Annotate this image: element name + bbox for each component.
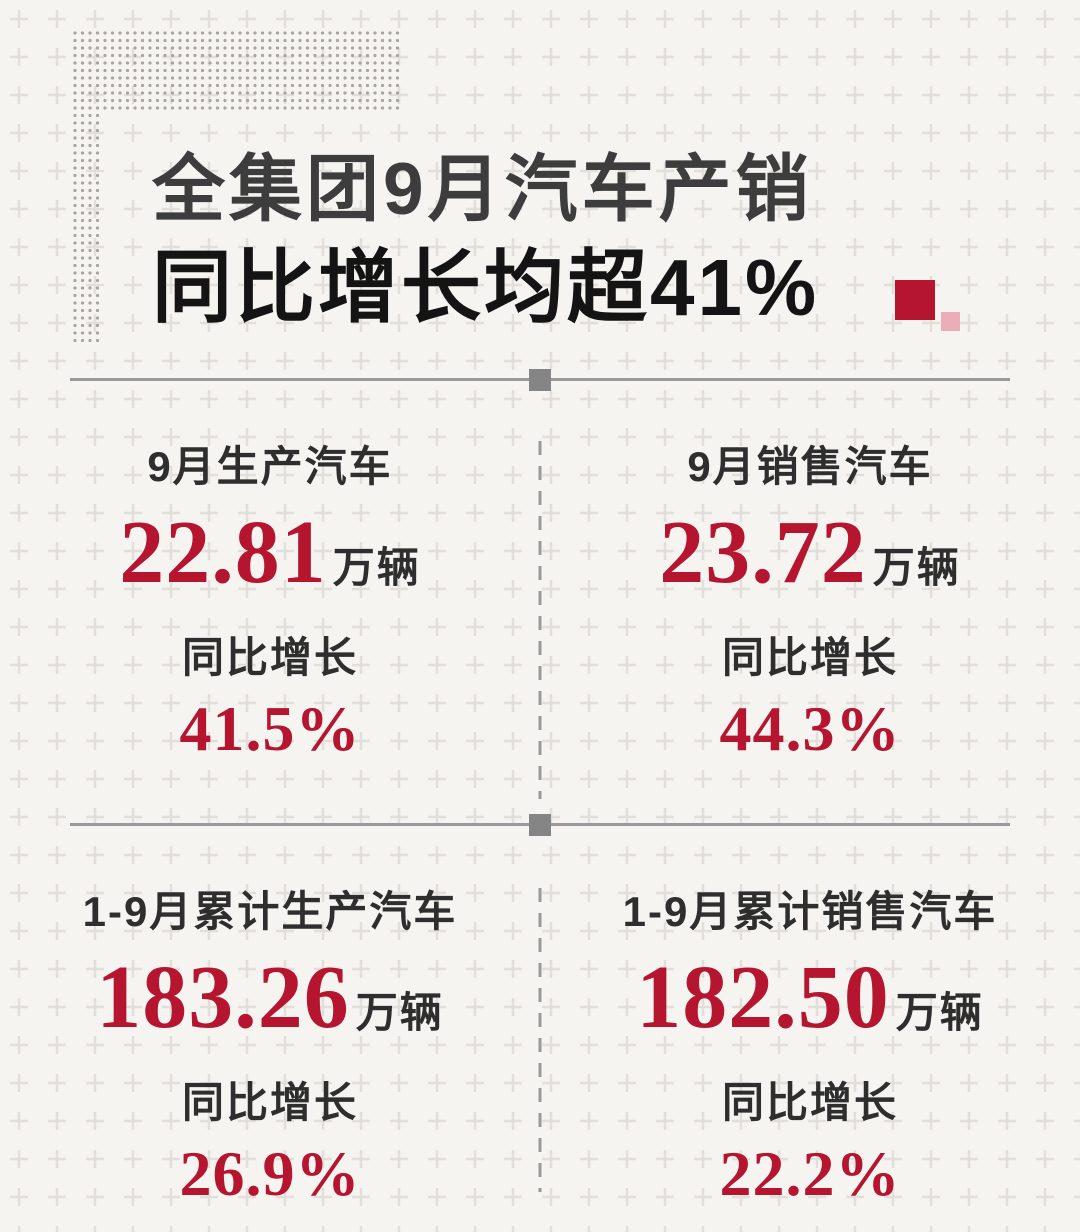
red-square-decor [895,280,936,321]
stat-number: 23.72 [659,503,867,603]
stat-unit: 万辆 [895,989,984,1037]
vertical-dashed-divider [538,441,542,800]
accent-squares-decor [895,270,967,332]
growth-label: 同比增长 [181,1079,358,1127]
dot-pattern-decor-vertical [72,30,102,342]
cumulative-stats-section: 1-9月累计生产汽车 183.26 万辆 同比增长 26.9% 1-9月累计销售… [0,826,1080,1206]
divider-square-icon [529,368,551,391]
stat-label: 1-9月累计销售汽车 [622,888,998,936]
page-title-line2: 同比增长均超41% [152,242,820,332]
dot-pattern-decor-horizontal [72,30,402,112]
stat-card-sep-production: 9月生产汽车 22.81 万辆 同比增长 41.5% [0,433,540,761]
horizontal-divider-top [70,368,1010,391]
divider-square-icon [529,813,551,836]
horizontal-divider-bottom [70,813,1010,836]
growth-label: 同比增长 [721,634,898,682]
stat-value: 22.81 万辆 [0,508,540,598]
growth-label: 同比增长 [181,634,358,682]
header: 全集团9月汽车产销 同比增长均超41% [0,0,1080,332]
page-title-line1: 全集团9月汽车产销 [152,149,813,230]
stat-number: 22.81 [119,503,327,603]
stat-unit: 万辆 [872,544,961,592]
growth-value: 26.9% [179,1138,361,1210]
pink-square-decor [941,312,961,332]
stat-number: 183.26 [96,948,350,1048]
stat-unit: 万辆 [355,989,444,1037]
growth-value: 22.2% [719,1138,901,1210]
stat-label: 9月生产汽车 [147,443,393,491]
stat-value: 23.72 万辆 [540,508,1080,598]
growth-value: 44.3% [719,693,901,765]
growth-value: 41.5% [179,693,361,765]
monthly-stats-section: 9月生产汽车 22.81 万辆 同比增长 41.5% 9月销售汽车 23.72 … [0,381,1080,800]
vertical-dashed-divider [538,888,542,1193]
title-line2-row: 同比增长均超41% [152,243,1080,333]
stat-unit: 万辆 [332,544,421,592]
stat-value: 183.26 万辆 [0,953,540,1043]
stat-card-ytd-production: 1-9月累计生产汽车 183.26 万辆 同比增长 26.9% [0,878,540,1206]
stat-label: 9月销售汽车 [687,443,933,491]
stat-number: 182.50 [636,948,890,1048]
stat-label: 1-9月累计生产汽车 [82,888,458,936]
stat-card-ytd-sales: 1-9月累计销售汽车 182.50 万辆 同比增长 22.2% [540,878,1080,1206]
growth-label: 同比增长 [721,1079,898,1127]
stat-card-sep-sales: 9月销售汽车 23.72 万辆 同比增长 44.3% [540,433,1080,761]
stat-value: 182.50 万辆 [540,953,1080,1043]
